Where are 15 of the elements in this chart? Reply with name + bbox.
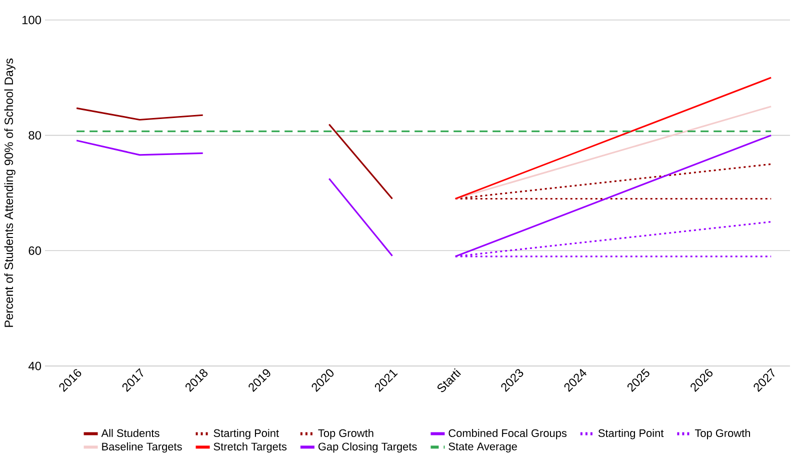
y-tick-label: 60 bbox=[28, 246, 42, 255]
legend-label: Top Growth bbox=[694, 428, 750, 440]
y-tick-label: 80 bbox=[28, 131, 42, 140]
y-tick-label: 100 bbox=[22, 16, 42, 24]
legend-label: Starting Point bbox=[598, 428, 664, 440]
legend-label: Starting Point bbox=[214, 428, 279, 440]
legend-label: Combined Focal Groups bbox=[448, 428, 567, 440]
legend-label: Baseline Targets bbox=[102, 442, 182, 453]
legend-label: Stretch Targets bbox=[214, 442, 287, 453]
legend-label: State Average bbox=[448, 442, 517, 452]
y-tick-label: 40 bbox=[28, 362, 42, 370]
legend-label: Gap Closing Targets bbox=[318, 442, 417, 453]
y-axis-title: Percent of Students Attending 90% of School Days bbox=[4, 58, 16, 327]
legend-label: Top Growth bbox=[318, 428, 374, 440]
legend-label: All Students bbox=[101, 428, 160, 438]
